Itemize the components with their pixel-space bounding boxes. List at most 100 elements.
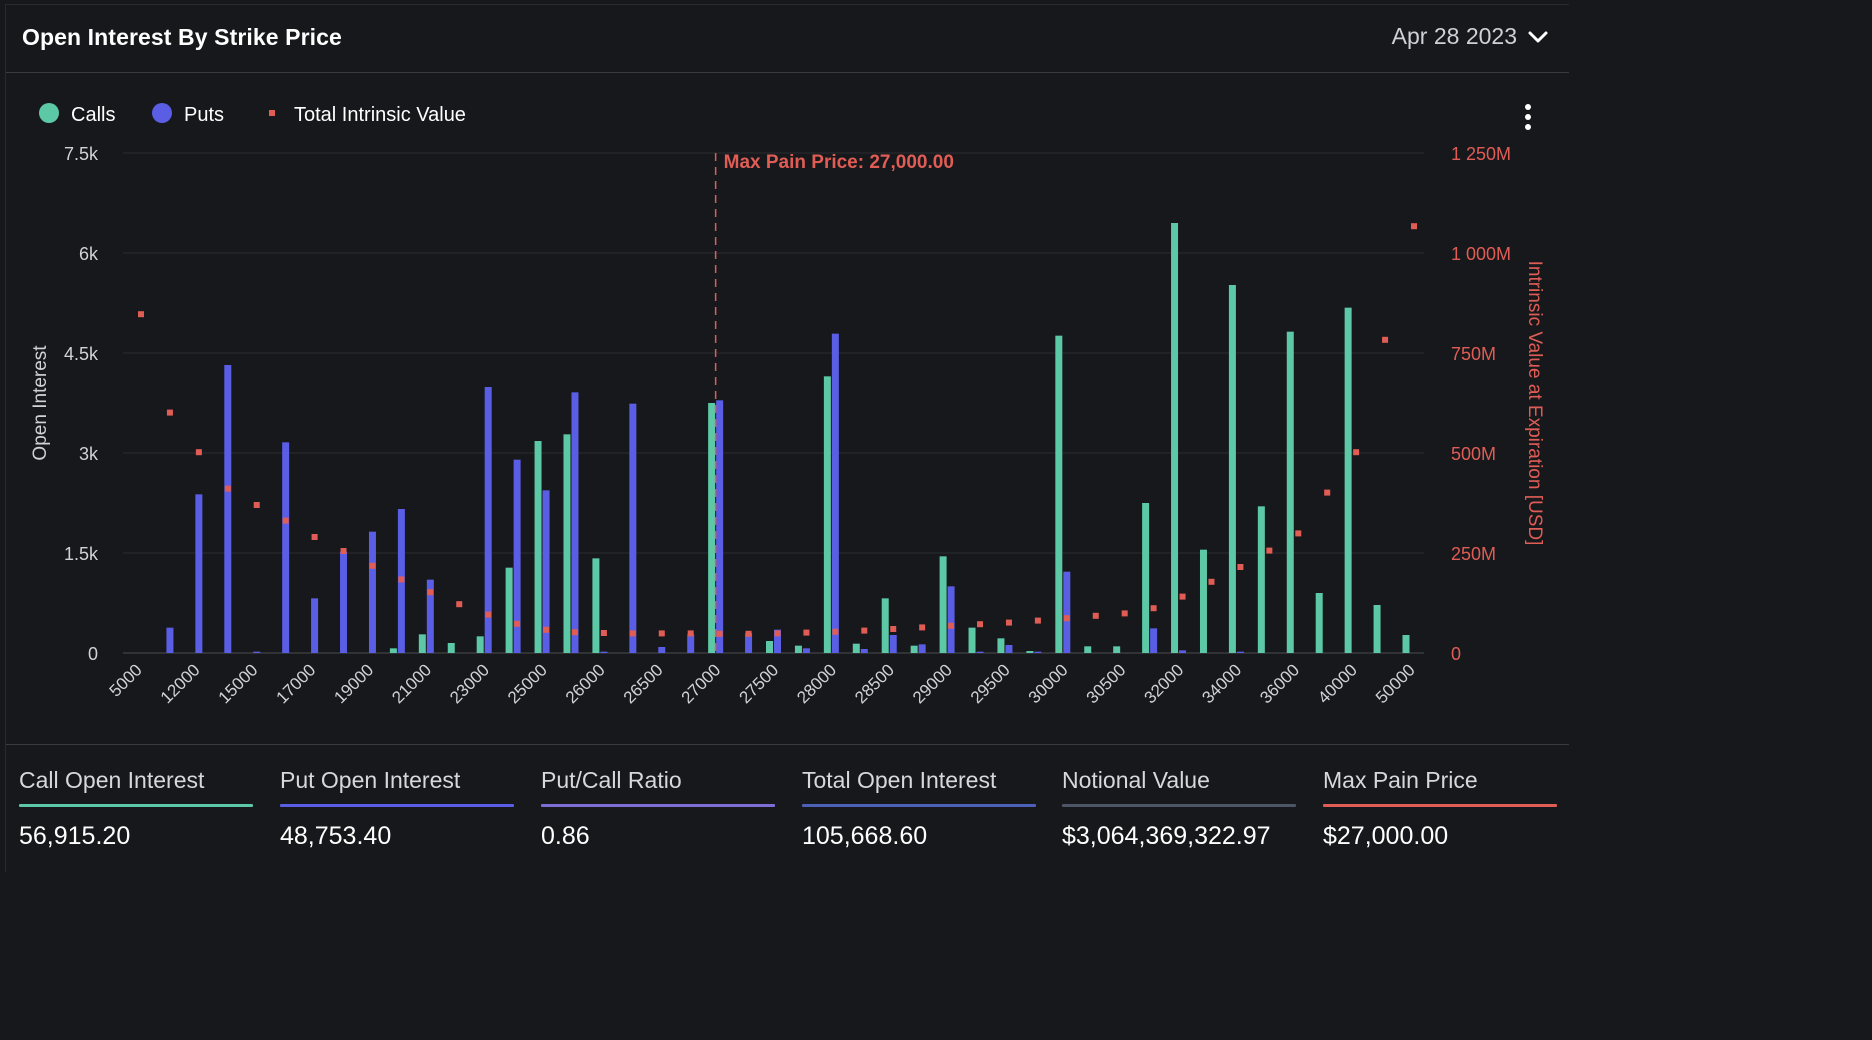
intrinsic-value-point xyxy=(1295,530,1302,537)
x-tick-label: 5000 xyxy=(106,660,146,700)
put-bar xyxy=(774,629,781,653)
stat-value: 105,668.60 xyxy=(802,822,928,850)
y-axis-title: Open Interest xyxy=(30,345,51,461)
stat-underline xyxy=(19,804,253,807)
stat-label: Total Open Interest xyxy=(802,767,997,793)
put-bar xyxy=(1179,650,1187,653)
x-tick-label: 30000 xyxy=(1025,660,1072,707)
put-bar xyxy=(426,579,434,653)
put-bar xyxy=(745,633,753,653)
stat-value: $3,064,369,322.97 xyxy=(1062,822,1271,850)
call-bar xyxy=(1344,307,1352,653)
call-bar xyxy=(1315,593,1323,653)
put-bar xyxy=(542,490,550,653)
x-tick-label: 40000 xyxy=(1314,660,1361,707)
stat-value: 56,915.20 xyxy=(19,822,131,850)
expiry-date-label: Apr 28 2023 xyxy=(1391,23,1517,49)
stat-value: $27,000.00 xyxy=(1323,822,1449,850)
intrinsic-value-point xyxy=(745,630,752,637)
call-bar xyxy=(1113,646,1121,653)
intrinsic-value-point xyxy=(658,630,665,637)
put-bar xyxy=(224,365,232,653)
put-bar xyxy=(629,403,637,653)
put-bar xyxy=(947,586,955,653)
stat-value: 48,753.40 xyxy=(280,822,392,850)
intrinsic-value-point xyxy=(311,534,318,540)
expiry-date-dropdown[interactable]: Apr 28 2023 xyxy=(1392,23,1549,50)
open-interest-panel: Open Interest By Strike Price Apr 28 202… xyxy=(5,4,1569,872)
put-bar xyxy=(513,459,521,653)
intrinsic-value-point xyxy=(195,449,202,456)
x-tick-label: 30500 xyxy=(1083,660,1130,707)
open-interest-chart: Calls Puts Total Intrinsic Value 0 1.5k 3k 4.5… xyxy=(30,103,1545,707)
intrinsic-value-point xyxy=(1179,593,1186,600)
call-bar xyxy=(1228,285,1236,653)
intrinsic-value-point xyxy=(774,630,781,637)
intrinsic-value-point xyxy=(600,630,607,636)
intrinsic-value-point xyxy=(1005,619,1012,626)
y2-tick-label: 1 000M xyxy=(1451,244,1511,264)
legend-marker-total-intrinsic-value xyxy=(269,110,275,116)
call-bar xyxy=(852,643,860,653)
y2-axis-title: Intrinsic Value at Expiration [USD] xyxy=(1524,261,1545,546)
x-tick-label: 28000 xyxy=(793,660,840,707)
put-bar xyxy=(368,531,376,653)
call-bar xyxy=(708,403,716,653)
intrinsic-value-point xyxy=(571,629,578,636)
call-bar xyxy=(1026,651,1034,653)
put-bar xyxy=(976,651,984,653)
call-bar xyxy=(766,641,773,653)
put-bar xyxy=(1236,651,1244,653)
put-bar xyxy=(253,651,261,653)
intrinsic-value-point xyxy=(948,622,955,629)
call-bar xyxy=(968,627,976,653)
call-bar xyxy=(505,567,513,653)
put-bar xyxy=(860,649,868,653)
intrinsic-value-point xyxy=(224,485,231,492)
x-tick-label: 29000 xyxy=(909,660,956,707)
put-bar xyxy=(1150,628,1158,653)
legend-label: Calls xyxy=(71,104,115,126)
intrinsic-value-point xyxy=(369,562,376,569)
put-bar xyxy=(195,494,203,653)
x-tick-label: 28500 xyxy=(851,660,898,707)
intrinsic-value-point xyxy=(1353,449,1360,456)
intrinsic-value-point xyxy=(485,611,492,618)
put-bar xyxy=(600,651,608,653)
intrinsic-value-point xyxy=(629,630,636,637)
panel-header: Open Interest By Strike Price Apr 28 202… xyxy=(6,5,1569,73)
y2-tick-label: 750M xyxy=(1451,344,1496,364)
legend-label: Total Intrinsic Value xyxy=(294,104,466,126)
stat-label: Put Open Interest xyxy=(280,767,461,793)
y-tick-label: 1.5k xyxy=(64,544,99,564)
intrinsic-value-point xyxy=(340,548,347,554)
call-bar xyxy=(1171,223,1179,653)
more-vertical-icon[interactable] xyxy=(1518,101,1538,135)
intrinsic-value-point xyxy=(890,626,897,632)
call-bar xyxy=(1257,506,1265,653)
intrinsic-value-point xyxy=(832,628,839,635)
put-bar xyxy=(802,648,810,653)
call-bar xyxy=(447,643,455,653)
call-bar xyxy=(1142,503,1150,653)
call-bar xyxy=(1286,331,1294,653)
intrinsic-value-point xyxy=(1150,605,1157,612)
y-tick-label: 3k xyxy=(79,444,99,464)
summary-stats: Call Open Interest 56,915.20 Put Open Inte… xyxy=(6,744,1569,873)
intrinsic-value-point xyxy=(1121,610,1128,617)
intrinsic-value-point xyxy=(253,502,260,508)
call-bar xyxy=(592,558,600,653)
call-bar xyxy=(939,556,947,653)
put-bar xyxy=(716,400,724,653)
intrinsic-value-point xyxy=(1208,578,1215,585)
x-tick-label: 12000 xyxy=(157,660,204,707)
put-bar xyxy=(889,635,897,653)
intrinsic-value-point xyxy=(1382,336,1389,343)
call-bar xyxy=(997,638,1005,653)
x-tick-label: 15000 xyxy=(215,660,262,707)
y2-tick-label: 250M xyxy=(1451,544,1496,564)
intrinsic-value-point xyxy=(687,630,694,637)
call-bar xyxy=(881,598,889,653)
panel-title: Open Interest By Strike Price xyxy=(22,24,342,50)
intrinsic-value-point xyxy=(1237,564,1244,570)
